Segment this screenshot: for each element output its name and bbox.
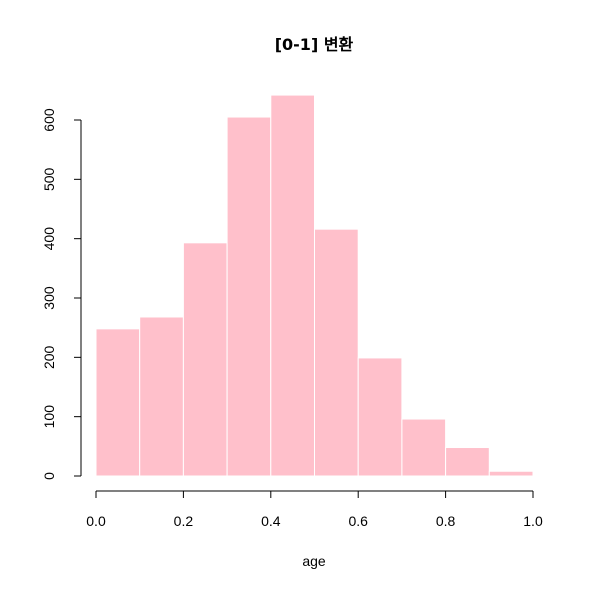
histogram-bar (445, 447, 490, 477)
y-tick-label: 0 (41, 472, 57, 480)
chart-title: [0-1] 변환 (275, 35, 354, 54)
histogram-bar (401, 418, 447, 477)
x-tick-label: 1.0 (523, 513, 543, 529)
histogram-bar (182, 242, 228, 477)
y-tick-label: 500 (41, 167, 57, 191)
x-tick-label: 0.4 (261, 513, 281, 529)
x-tick-label: 0.0 (86, 513, 106, 529)
y-tick-label: 600 (41, 108, 57, 132)
histogram-bar (488, 470, 534, 477)
histogram-bar (139, 316, 184, 477)
y-tick-label: 300 (41, 286, 57, 310)
y-axis: 0 100 200 300 400 500 600 (41, 108, 82, 480)
y-tick-label: 200 (41, 345, 57, 369)
x-tick-label: 0.8 (436, 513, 456, 529)
x-axis: 0.0 0.2 0.4 0.6 0.8 1.0 (86, 490, 543, 529)
histogram-bar (95, 328, 141, 477)
histogram-bar (314, 228, 359, 477)
y-tick-label: 400 (41, 227, 57, 251)
x-axis-label: age (302, 553, 326, 569)
histogram-bar (270, 94, 315, 477)
x-tick-label: 0.6 (348, 513, 368, 529)
histogram-bar (357, 357, 403, 477)
histogram-bar (226, 116, 272, 477)
y-tick-label: 100 (41, 405, 57, 429)
bars-group (95, 94, 534, 477)
x-tick-label: 0.2 (174, 513, 194, 529)
